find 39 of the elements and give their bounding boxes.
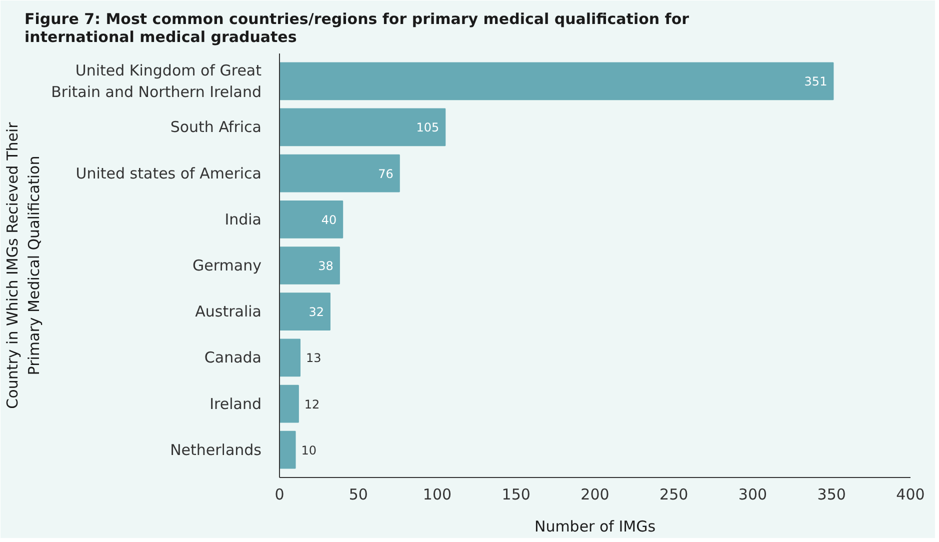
y-tick-label: Germany <box>192 256 262 274</box>
bar <box>280 384 299 423</box>
x-tick-label: 250 <box>660 486 688 504</box>
bar <box>280 246 340 284</box>
y-tick-label: Ireland <box>210 394 262 413</box>
bar <box>280 62 834 100</box>
y-tick-label: United states of America <box>76 164 262 182</box>
data-label: 351 <box>804 74 828 89</box>
bar <box>280 200 344 238</box>
chart-title: Figure 7: Most common countries/regions for primary medical qualification for international medical graduates <box>24 10 690 46</box>
y-tick-label: Australia <box>195 302 262 321</box>
x-tick-label: 0 <box>274 486 284 504</box>
bar <box>280 430 296 469</box>
data-label: 12 <box>304 397 320 412</box>
x-axis-title: Number of IMGs <box>534 518 656 536</box>
bar <box>280 108 446 146</box>
y-tick-label: Netherlands <box>170 440 262 459</box>
data-label: 10 <box>301 443 317 458</box>
data-label: 76 <box>378 166 394 181</box>
bar <box>280 338 301 377</box>
x-tick-label: 300 <box>738 486 768 504</box>
y-tick-label: United Kingdom of Great Britain and Northern Ireland <box>51 61 262 101</box>
y-tick-label: India <box>224 210 262 228</box>
data-label: 40 <box>321 212 337 227</box>
data-label: 38 <box>318 259 334 273</box>
x-tick-label: 200 <box>580 486 610 504</box>
x-tick-label: 150 <box>502 486 530 504</box>
data-label: 13 <box>306 351 322 366</box>
data-label: 105 <box>416 120 440 135</box>
bar <box>280 292 330 331</box>
x-tick-label: 350 <box>817 486 846 504</box>
y-axis-title: Country in Which IMGs Recieved Their Primary Medical Qualification <box>4 121 44 409</box>
x-tick-label: 400 <box>896 486 925 504</box>
x-tick-label: 100 <box>422 486 452 504</box>
data-label: 32 <box>308 305 324 320</box>
y-tick-label: Canada <box>204 348 262 367</box>
x-tick-label: 50 <box>348 486 368 504</box>
bar <box>280 154 400 192</box>
y-tick-label: South Africa <box>170 118 262 136</box>
